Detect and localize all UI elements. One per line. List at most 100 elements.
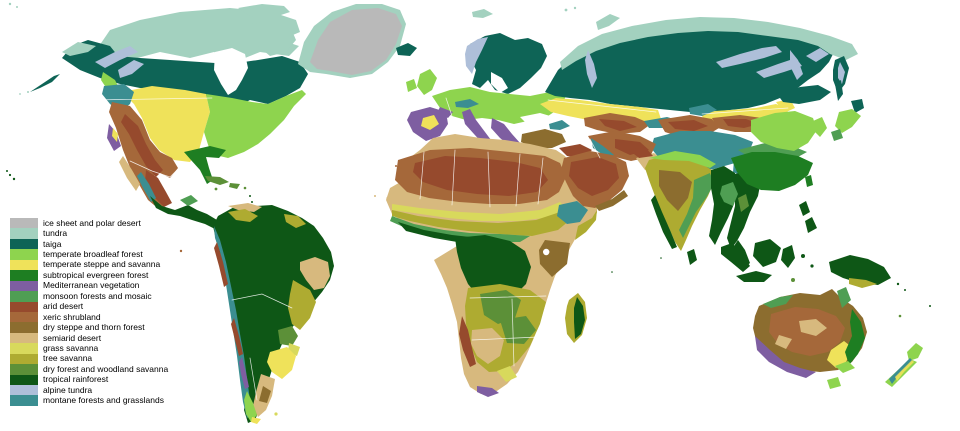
legend-item-arid: arid desert — [10, 301, 168, 312]
island-antilles1 — [249, 195, 251, 197]
legend-label-montane: montane forests and grasslands — [43, 395, 164, 406]
region-caatinga — [300, 257, 330, 290]
region-philippines2 — [805, 217, 817, 233]
region-sulawesi — [781, 245, 795, 268]
legend-label-ice: ice sheet and polar desert — [43, 217, 141, 228]
legend-swatch-monsoon — [10, 291, 38, 302]
island-canary1 — [395, 165, 397, 167]
region-ethiopia-montane — [557, 201, 588, 224]
region-mexico-arid — [145, 170, 172, 207]
region-alaska-tail — [30, 74, 60, 92]
region-france-med — [437, 107, 453, 118]
region-alps — [455, 99, 479, 108]
region-atacama-arid — [231, 318, 243, 356]
island-hawaii1 — [6, 170, 8, 172]
region-pak-arid — [629, 147, 653, 158]
water-caspian — [561, 112, 579, 153]
region-taiwan — [805, 175, 813, 187]
region-arabia-arid — [569, 157, 619, 196]
legend-swatch-alpine — [10, 385, 38, 396]
region-svalbard — [472, 9, 493, 18]
region-turkey — [521, 129, 566, 148]
legend-item-tree: tree savanna — [10, 353, 168, 365]
region-ellesmere — [238, 4, 290, 18]
region-java — [736, 271, 772, 282]
legend-item-xeric: xeric shrubland — [10, 311, 168, 323]
region-australia-east-sef — [845, 309, 865, 365]
region-chile-med — [239, 357, 249, 389]
island-wrangel — [8, 2, 12, 6]
region-pampas-steppe — [267, 347, 296, 379]
legend-item-tundra: tundra — [10, 228, 168, 239]
region-india-east-monsoon — [679, 173, 714, 238]
island-capeverde — [374, 195, 376, 197]
region-yukon-alpine — [118, 60, 144, 78]
region-llanos-tree — [228, 209, 258, 222]
island-hawaii3 — [12, 177, 16, 181]
region-madagascar-rainforest — [574, 297, 585, 339]
region-kamchatka-alpine — [838, 62, 845, 84]
legend-swatch-tundra — [10, 228, 38, 239]
island-moluccas2 — [810, 264, 814, 268]
region-siberia-taiga — [545, 26, 834, 112]
legend-swatch-taiga — [10, 238, 38, 250]
region-altai-montane — [689, 104, 717, 116]
region-chukotka-alpine — [806, 48, 829, 62]
island-solomon2 — [904, 289, 906, 291]
region-sahel-tree — [392, 210, 570, 236]
legend-item-alpine: alpine tundra — [10, 384, 168, 396]
island-antilles2 — [251, 201, 253, 203]
region-sahara-arid — [413, 156, 548, 196]
region-verkhoyansk-alpine — [790, 50, 803, 80]
region-srilanka — [687, 249, 697, 265]
legend-swatch-dryforest — [10, 364, 38, 375]
island-maldives — [660, 257, 662, 259]
island-canary2 — [400, 167, 402, 169]
region-korea — [813, 117, 827, 137]
legend-item-steppe: temperate steppe and savanna — [10, 259, 168, 271]
region-balkan-med — [491, 118, 520, 147]
region-karakum-arid — [599, 119, 637, 131]
legend-label-tbf: temperate broadleaf forest — [43, 249, 143, 260]
island-timor — [791, 278, 795, 282]
legend-item-montane: montane forests and grasslands — [10, 395, 168, 406]
region-miombo-dryforest — [480, 290, 521, 324]
region-us-montane — [102, 84, 134, 112]
legend-label-arid: arid desert — [43, 301, 84, 312]
region-alaska-tundra — [62, 42, 96, 56]
region-caucasus — [549, 120, 570, 130]
region-guinea-rainforest — [398, 222, 470, 243]
region-arabia-south — [595, 190, 628, 211]
region-philippines1 — [799, 201, 810, 216]
island-solomon1 — [896, 282, 900, 286]
region-sakhalin — [835, 80, 843, 101]
legend-swatch-arid — [10, 301, 38, 312]
region-tdf-grass — [251, 417, 261, 424]
region-italy-med — [462, 109, 491, 145]
region-baffin — [250, 20, 296, 56]
region-gobi-arid — [723, 119, 759, 128]
island-hawaii2 — [8, 173, 12, 177]
region-australia-med — [755, 336, 816, 378]
region-central-valley — [112, 128, 118, 142]
region-zambezi-dryforest — [500, 316, 536, 344]
legend-swatch-med — [10, 280, 38, 292]
legend-item-ice: ice sheet and polar desert — [10, 217, 168, 229]
region-namib — [459, 316, 476, 367]
legend-swatch-steppe — [10, 259, 38, 271]
region-hokkaido — [851, 99, 864, 113]
legend-label-med: Mediterranean vegetation — [43, 280, 140, 291]
region-ural-alpine — [585, 50, 597, 88]
legend-label-monsoon: monsoon forests and mosaic — [43, 290, 152, 301]
legend-item-sef: subtropical evergreen forest — [10, 270, 168, 281]
region-taklamakan-arid — [668, 120, 708, 131]
legend-label-taiga: taiga — [43, 238, 62, 249]
region-wghats-rainforest — [651, 195, 677, 249]
region-schina-sef — [731, 152, 813, 191]
island-seychelles — [611, 271, 613, 273]
region-sib-alpine1 — [716, 46, 782, 68]
region-nz-north — [907, 343, 923, 361]
legend-label-alpine: alpine tundra — [43, 384, 93, 395]
